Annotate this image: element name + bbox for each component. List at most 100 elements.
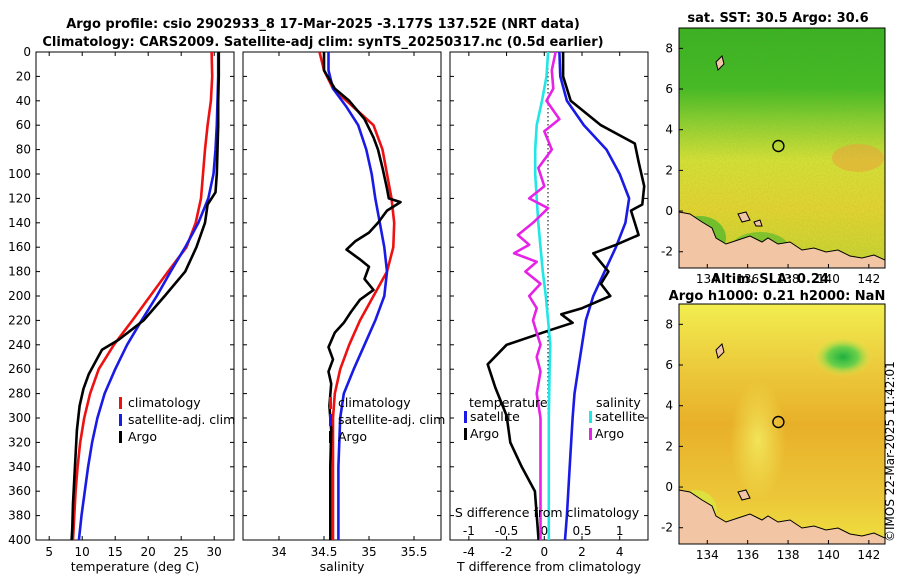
- series-line-climatology: [318, 52, 396, 540]
- depth-tick-label: 40: [16, 94, 31, 108]
- depth-tick-label: 20: [16, 69, 31, 83]
- lon-tick-label: 140: [817, 548, 840, 562]
- imos-credit: ©IMOS 22-Mar-2025 11:42:01: [883, 361, 897, 542]
- legend-swatch-climatology: [329, 397, 332, 409]
- depth-tick-label: 0: [23, 45, 31, 59]
- sla-map-frame: [678, 303, 886, 545]
- legend-header-temperature: temperature: [469, 395, 548, 410]
- series-line-t-argo: [486, 52, 646, 540]
- x-tick-label: 2: [578, 545, 586, 559]
- difference-xlabel-top: S difference from climatology: [455, 505, 640, 520]
- salinity-panel: 34 34.5 35 35.5 salinity climatology satell…: [242, 51, 445, 574]
- series-line-argo: [322, 52, 402, 540]
- x-tick-label: 25: [174, 545, 189, 559]
- sst-lat-ticks: -2 0 2 4 6 8: [661, 41, 683, 259]
- x-tick-label: 10: [75, 545, 90, 559]
- sla-green-patch: [813, 337, 873, 377]
- x-tick-label: 34: [271, 545, 286, 559]
- series-line-s-satellite: [533, 52, 552, 540]
- lat-tick-label: 2: [665, 439, 673, 453]
- x-tick-label: -2: [501, 545, 513, 559]
- lon-tick-label: 138: [777, 272, 800, 286]
- depth-tick-label: 140: [8, 216, 31, 230]
- lon-tick-label: 134: [696, 272, 719, 286]
- legend-label-s-satellite: satellite: [595, 409, 645, 424]
- depth-tick-label: 200: [8, 289, 31, 303]
- sla-map-title-line2: Argo h1000: 0.21 h2000: NaN: [669, 289, 886, 304]
- depth-tick-label: 360: [8, 484, 31, 498]
- lat-tick-label: 0: [665, 204, 673, 218]
- lat-tick-label: -2: [661, 245, 673, 259]
- sla-lon-ticks: 134 136 138 140 142: [696, 540, 880, 562]
- sst-warm-patch: [832, 144, 884, 172]
- lon-tick-label: 136: [736, 548, 759, 562]
- legend-label-argo: Argo: [128, 429, 157, 444]
- depth-tick-label: 120: [8, 191, 31, 205]
- top-tick-label: -0.5: [495, 524, 518, 538]
- difference-xlabel: T difference from climatology: [456, 559, 642, 574]
- x-tick-label: 15: [108, 545, 123, 559]
- legend-label-satellite: satellite-adj. clim: [338, 412, 445, 427]
- salinity-lines: [318, 52, 402, 540]
- depth-tick-label: 80: [16, 143, 31, 157]
- depth-tick-label: 180: [8, 265, 31, 279]
- lat-tick-label: -2: [661, 521, 673, 535]
- lon-tick-label: 134: [696, 548, 719, 562]
- depth-tick-label: 240: [8, 338, 31, 352]
- x-tick-label: 0: [540, 545, 548, 559]
- sla-map-panel: Altim. SLA: 0.24 Argo h1000: 0.21 h2000:…: [661, 272, 886, 562]
- lon-tick-label: 142: [857, 272, 880, 286]
- depth-tick-label: 320: [8, 435, 31, 449]
- lat-tick-label: 6: [665, 82, 673, 96]
- x-tick-label: 20: [141, 545, 156, 559]
- difference-legend: temperature satellite Argo salinity sate…: [464, 395, 645, 441]
- legend-swatch-satellite: [329, 414, 332, 426]
- lon-tick-label: 140: [817, 272, 840, 286]
- legend-label-t-argo: Argo: [470, 426, 499, 441]
- salinity-x-ticks: 34 34.5 35 35.5: [271, 52, 427, 559]
- salinity-xlabel: salinity: [320, 559, 365, 574]
- legend-swatch-satellite: [119, 414, 122, 426]
- lat-tick-label: 8: [665, 41, 673, 55]
- temperature-x-ticks: 5 10 15 20 25 30: [45, 52, 222, 559]
- depth-tick-label: 300: [8, 411, 31, 425]
- difference-lines: [486, 52, 646, 540]
- legend-swatch-argo: [119, 431, 122, 443]
- figure-title-line1: Argo profile: csio 2902933_8 17-Mar-2025…: [66, 17, 580, 32]
- depth-tick-label: 100: [8, 167, 31, 181]
- series-line-t-satellite: [558, 52, 631, 540]
- legend-label-climatology: climatology: [338, 395, 411, 410]
- depth-tick-label: 160: [8, 240, 31, 254]
- difference-top-ticks: -1 -0.5 0 0.5 1: [463, 524, 624, 538]
- lat-tick-label: 4: [665, 123, 673, 137]
- difference-depth-ticks: [450, 51, 648, 541]
- legend-label-satellite: satellite-adj. clim: [128, 412, 235, 427]
- temperature-legend: climatology satellite-adj. clim Argo: [119, 395, 235, 444]
- depth-ticks: 0 20 40 60 80 100 120 140 160 180 200 220 240 260 280 3…: [8, 45, 234, 547]
- legend-swatch-argo: [329, 431, 332, 443]
- argo-location-marker-sla: [772, 415, 785, 429]
- legend-swatch-t-satellite: [464, 411, 467, 423]
- sst-map-title: sat. SST: 30.5 Argo: 30.6: [687, 11, 868, 26]
- x-tick-label: 5: [45, 545, 53, 559]
- lon-tick-label: 142: [857, 548, 880, 562]
- legend-label-climatology: climatology: [128, 395, 201, 410]
- temperature-panel: 0 20 40 60 80 100 120 140 160 180 200 220 240 260 280 3…: [8, 45, 235, 574]
- legend-header-salinity: salinity: [596, 395, 641, 410]
- sla-map-field: [679, 304, 885, 544]
- x-tick-label: 35: [361, 545, 376, 559]
- depth-tick-label: 220: [8, 313, 31, 327]
- temperature-lines: [70, 52, 221, 540]
- argo-location-marker: [772, 139, 785, 153]
- depth-tick-label: 380: [8, 509, 31, 523]
- sla-map-title-line1: Altim. SLA: 0.24: [711, 272, 829, 287]
- sst-land-coast: [679, 211, 885, 268]
- legend-label-t-satellite: satellite: [470, 409, 520, 424]
- temperature-xlabel: temperature (deg C): [71, 559, 200, 574]
- legend-swatch-s-argo: [589, 428, 592, 440]
- depth-tick-label: 400: [8, 533, 31, 547]
- depth-tick-label: 260: [8, 362, 31, 376]
- top-tick-label: -1: [463, 524, 475, 538]
- series-line-satellite-adj-clim: [327, 52, 389, 540]
